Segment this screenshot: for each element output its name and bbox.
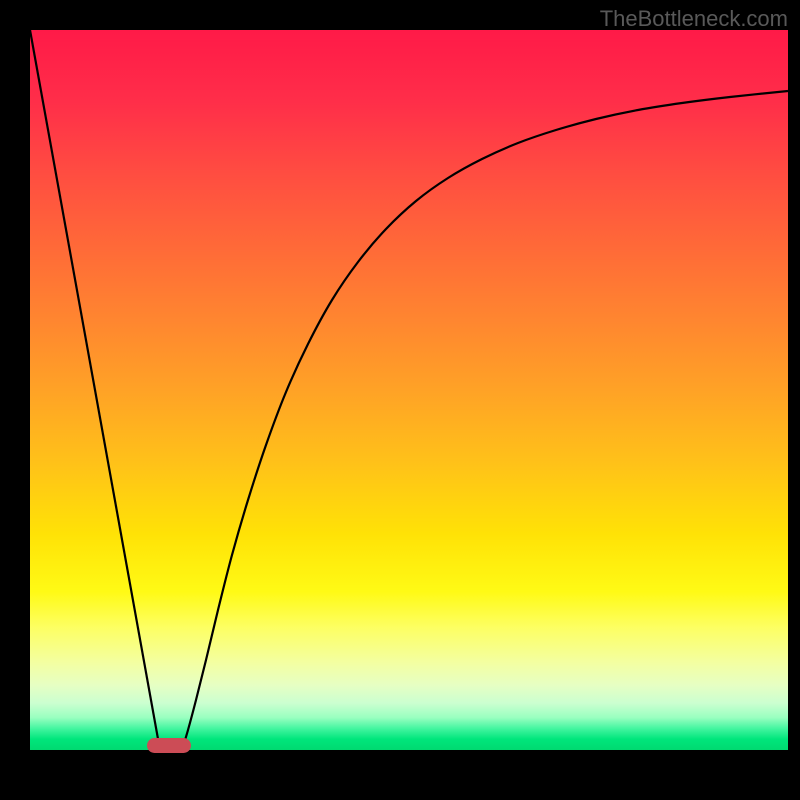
chart-container: TheBottleneck.com	[0, 0, 800, 800]
plot-area	[30, 30, 788, 750]
watermark-text: TheBottleneck.com	[600, 6, 788, 32]
right-curve	[182, 91, 788, 750]
curves-layer	[30, 30, 788, 750]
left-line	[30, 30, 160, 750]
bottleneck-marker	[147, 738, 191, 753]
